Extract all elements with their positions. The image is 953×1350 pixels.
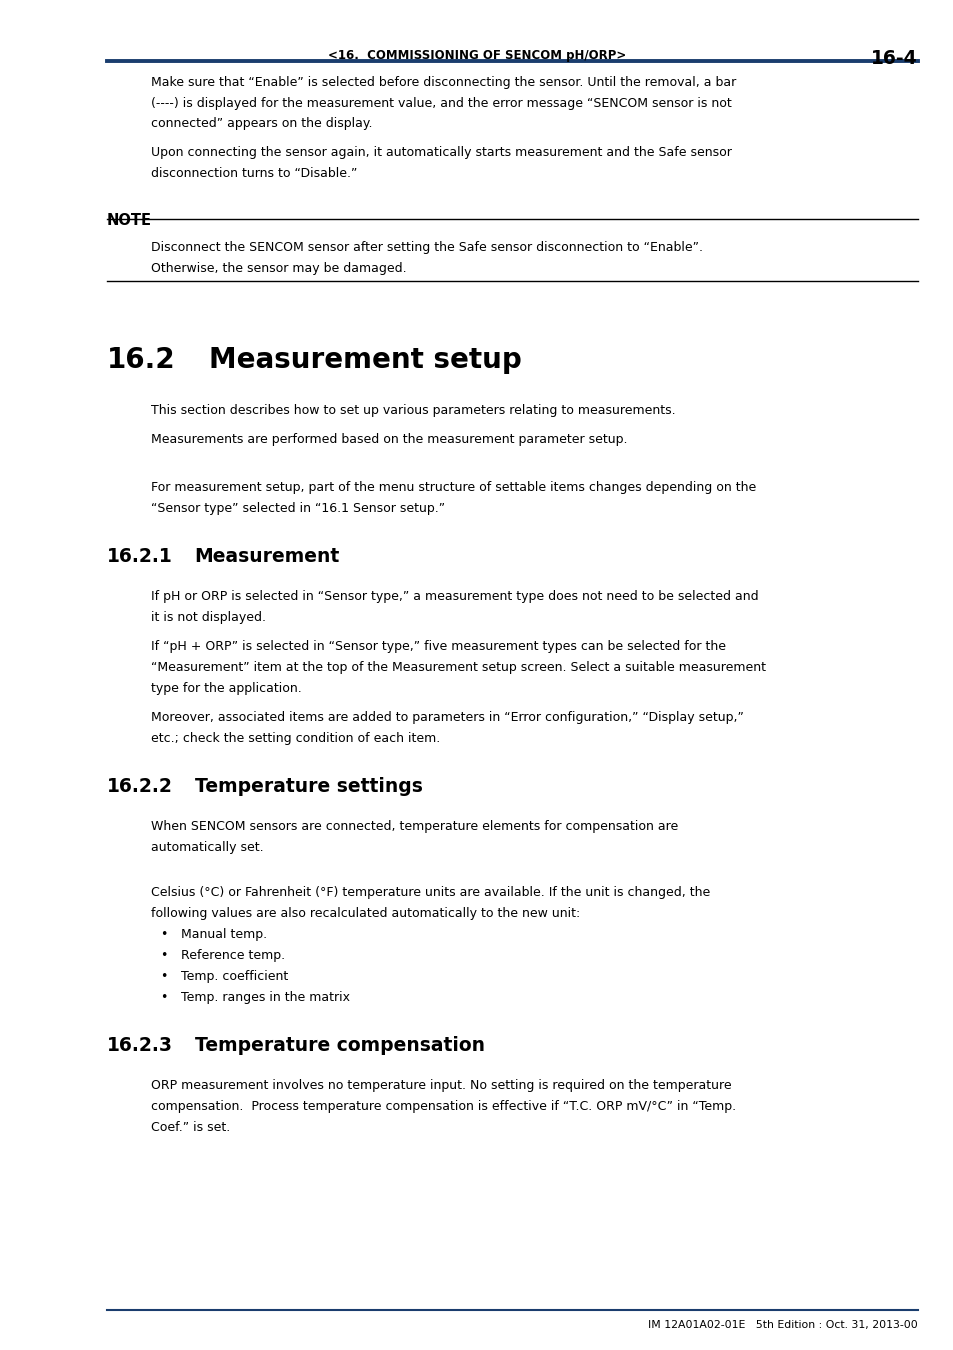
Text: IM 12A01A02-01E   5th Edition : Oct. 31, 2013-00: IM 12A01A02-01E 5th Edition : Oct. 31, 2… <box>647 1320 917 1330</box>
Text: etc.; check the setting condition of each item.: etc.; check the setting condition of eac… <box>151 732 439 745</box>
Text: •: • <box>160 949 168 963</box>
Text: <16.  COMMISSIONING OF SENCOM pH/ORP>: <16. COMMISSIONING OF SENCOM pH/ORP> <box>328 49 625 62</box>
Text: 16.2: 16.2 <box>107 346 175 374</box>
Text: •: • <box>160 927 168 941</box>
Text: ORP measurement involves no temperature input. No setting is required on the tem: ORP measurement involves no temperature … <box>151 1080 731 1092</box>
Text: compensation.  Process temperature compensation is effective if “T.C. ORP mV/°C”: compensation. Process temperature compen… <box>151 1100 735 1114</box>
Text: Temperature compensation: Temperature compensation <box>194 1037 484 1056</box>
Text: Measurements are performed based on the measurement parameter setup.: Measurements are performed based on the … <box>151 432 626 446</box>
Text: Temp. ranges in the matrix: Temp. ranges in the matrix <box>181 991 350 1004</box>
Text: 16.2.3: 16.2.3 <box>107 1037 172 1056</box>
Text: it is not displayed.: it is not displayed. <box>151 610 266 624</box>
Text: 16.2.1: 16.2.1 <box>107 547 172 566</box>
Text: Reference temp.: Reference temp. <box>181 949 285 963</box>
Text: type for the application.: type for the application. <box>151 682 301 695</box>
Text: connected” appears on the display.: connected” appears on the display. <box>151 117 372 131</box>
Text: Measurement setup: Measurement setup <box>209 346 521 374</box>
Text: 16.2.2: 16.2.2 <box>107 776 172 796</box>
Text: Make sure that “Enable” is selected before disconnecting the sensor. Until the r: Make sure that “Enable” is selected befo… <box>151 76 735 89</box>
Text: Coef.” is set.: Coef.” is set. <box>151 1120 230 1134</box>
Text: Celsius (°C) or Fahrenheit (°F) temperature units are available. If the unit is : Celsius (°C) or Fahrenheit (°F) temperat… <box>151 886 709 899</box>
Text: Otherwise, the sensor may be damaged.: Otherwise, the sensor may be damaged. <box>151 262 406 275</box>
Text: Manual temp.: Manual temp. <box>181 927 267 941</box>
Text: If “pH + ORP” is selected in “Sensor type,” five measurement types can be select: If “pH + ORP” is selected in “Sensor typ… <box>151 640 725 653</box>
Text: disconnection turns to “Disable.”: disconnection turns to “Disable.” <box>151 167 356 181</box>
Text: (----) is displayed for the measurement value, and the error message “SENCOM sen: (----) is displayed for the measurement … <box>151 97 731 109</box>
Text: If pH or ORP is selected in “Sensor type,” a measurement type does not need to b: If pH or ORP is selected in “Sensor type… <box>151 590 758 603</box>
Text: Temp. coefficient: Temp. coefficient <box>181 969 288 983</box>
Text: This section describes how to set up various parameters relating to measurements: This section describes how to set up var… <box>151 404 675 417</box>
Text: For measurement setup, part of the menu structure of settable items changes depe: For measurement setup, part of the menu … <box>151 481 755 494</box>
Text: “Sensor type” selected in “16.1 Sensor setup.”: “Sensor type” selected in “16.1 Sensor s… <box>151 501 444 514</box>
Text: Disconnect the SENCOM sensor after setting the Safe sensor disconnection to “Ena: Disconnect the SENCOM sensor after setti… <box>151 240 702 254</box>
Text: Temperature settings: Temperature settings <box>194 776 422 796</box>
Text: following values are also recalculated automatically to the new unit:: following values are also recalculated a… <box>151 907 579 921</box>
Text: Upon connecting the sensor again, it automatically starts measurement and the Sa: Upon connecting the sensor again, it aut… <box>151 146 731 159</box>
Text: When SENCOM sensors are connected, temperature elements for compensation are: When SENCOM sensors are connected, tempe… <box>151 819 678 833</box>
Text: •: • <box>160 991 168 1004</box>
Text: Moreover, associated items are added to parameters in “Error configuration,” “Di: Moreover, associated items are added to … <box>151 710 742 724</box>
Text: 16-4: 16-4 <box>870 49 917 69</box>
Text: Measurement: Measurement <box>194 547 339 566</box>
Text: •: • <box>160 969 168 983</box>
Text: “Measurement” item at the top of the Measurement setup screen. Select a suitable: “Measurement” item at the top of the Mea… <box>151 660 765 674</box>
Text: automatically set.: automatically set. <box>151 841 263 855</box>
Text: NOTE: NOTE <box>107 212 152 228</box>
